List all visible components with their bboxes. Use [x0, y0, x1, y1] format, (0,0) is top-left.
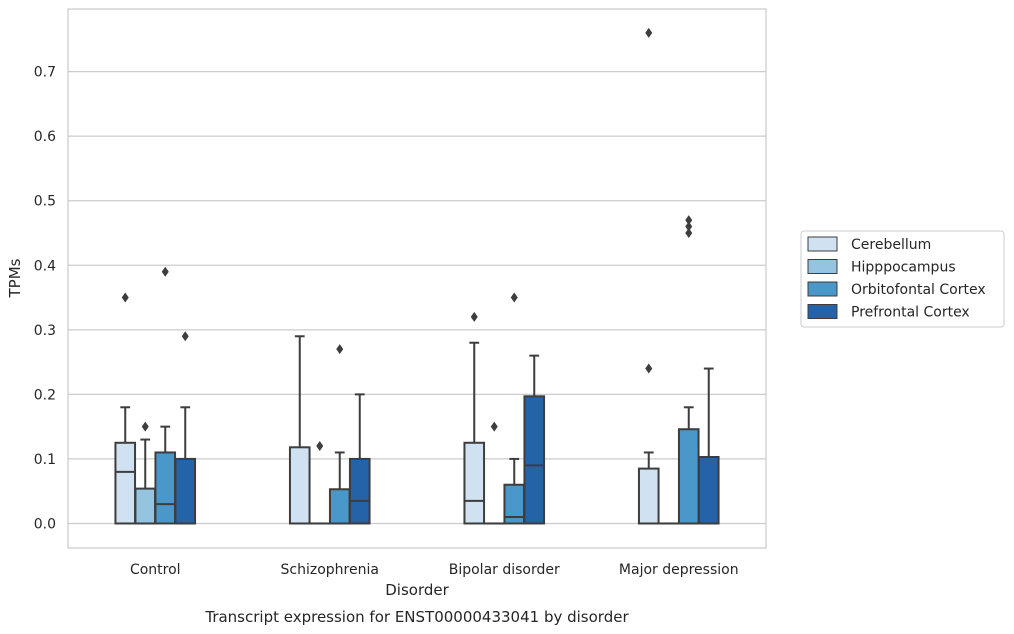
box-orbitofontal-cortex — [328, 344, 351, 525]
legend-swatch — [807, 281, 838, 297]
box-body — [288, 446, 311, 525]
outlier-point — [510, 292, 518, 303]
chart-caption: Transcript expression for ENST0000043304… — [204, 608, 629, 626]
outlier-point — [121, 292, 129, 303]
box-cerebellum — [114, 292, 137, 525]
box-body — [637, 467, 660, 525]
box-orbitofontal-cortex — [677, 215, 700, 525]
box-body — [523, 395, 546, 525]
y-tick-label: 0.5 — [34, 194, 56, 210]
box-prefrontal-cortex — [174, 331, 197, 525]
box-body — [463, 441, 486, 525]
legend-label: Prefrontal Cortex — [851, 305, 970, 321]
box-hipppocampus — [308, 441, 331, 525]
legend-label: Orbitofontal Cortex — [851, 282, 986, 298]
box-prefrontal-cortex — [697, 367, 720, 525]
legend-label: Cerebellum — [851, 237, 931, 253]
outlier-point — [645, 363, 653, 374]
outlier-point — [181, 331, 189, 342]
legend-frame — [800, 230, 1005, 328]
outlier-point — [470, 311, 478, 322]
box-prefrontal-cortex — [523, 354, 546, 525]
box-body — [697, 455, 720, 525]
box-hipppocampus — [483, 421, 506, 525]
y-tick-label: 0.3 — [34, 323, 56, 339]
x-tick-label: Control — [130, 562, 181, 578]
box-body — [348, 457, 371, 525]
outlier-point — [685, 227, 693, 238]
box-body — [134, 487, 157, 525]
outlier-point — [685, 215, 693, 226]
x-axis-label: Disorder — [385, 581, 449, 599]
y-tick-label: 0.2 — [34, 387, 56, 403]
legend-swatch — [807, 259, 838, 274]
box-prefrontal-cortex — [348, 393, 371, 525]
box-cerebellum — [463, 311, 486, 525]
y-axis-label: TPMs — [6, 258, 24, 298]
y-tick-label: 0.7 — [34, 65, 56, 81]
outlier-point — [685, 221, 693, 232]
y-tick-labels: 0.0 0.1 0.2 0.3 0.4 0.5 0.6 0.7 — [34, 65, 56, 533]
outlier-point — [645, 27, 653, 38]
box-hipppocampus — [134, 421, 157, 525]
legend-label: Hipppocampus — [851, 260, 956, 276]
box-body — [154, 451, 177, 525]
y-tick-label: 0.6 — [34, 129, 56, 145]
x-tick-label: Schizophrenia — [281, 562, 379, 578]
legend-swatch — [807, 304, 838, 319]
outlier-point — [490, 421, 498, 432]
y-tick-label: 0.4 — [34, 258, 56, 274]
box-cerebellum — [637, 27, 660, 525]
outlier-point — [336, 344, 344, 355]
outlier-point — [141, 421, 149, 432]
outlier-point — [316, 441, 324, 452]
legend-swatch — [807, 236, 838, 252]
box-body — [174, 457, 197, 525]
x-tick-label: Bipolar disorder — [449, 562, 560, 578]
x-tick-labels: Control Schizophrenia Bipolar disorder Majo… — [130, 562, 739, 578]
outlier-point — [161, 266, 169, 277]
box-orbitofontal-cortex — [503, 292, 526, 525]
box-body — [114, 441, 137, 525]
boxes — [114, 27, 720, 525]
y-tick-label: 0.0 — [34, 516, 56, 532]
box-body — [328, 488, 351, 525]
y-tick-label: 0.1 — [34, 452, 56, 468]
box-body — [677, 428, 700, 525]
x-tick-label: Major depression — [619, 562, 739, 578]
box-cerebellum — [288, 335, 311, 525]
plot-area-frame — [67, 8, 767, 549]
box-orbitofontal-cortex — [154, 266, 177, 525]
legend: Cerebellum Hipppocampus Orbitofontal Corte… — [800, 230, 1005, 328]
